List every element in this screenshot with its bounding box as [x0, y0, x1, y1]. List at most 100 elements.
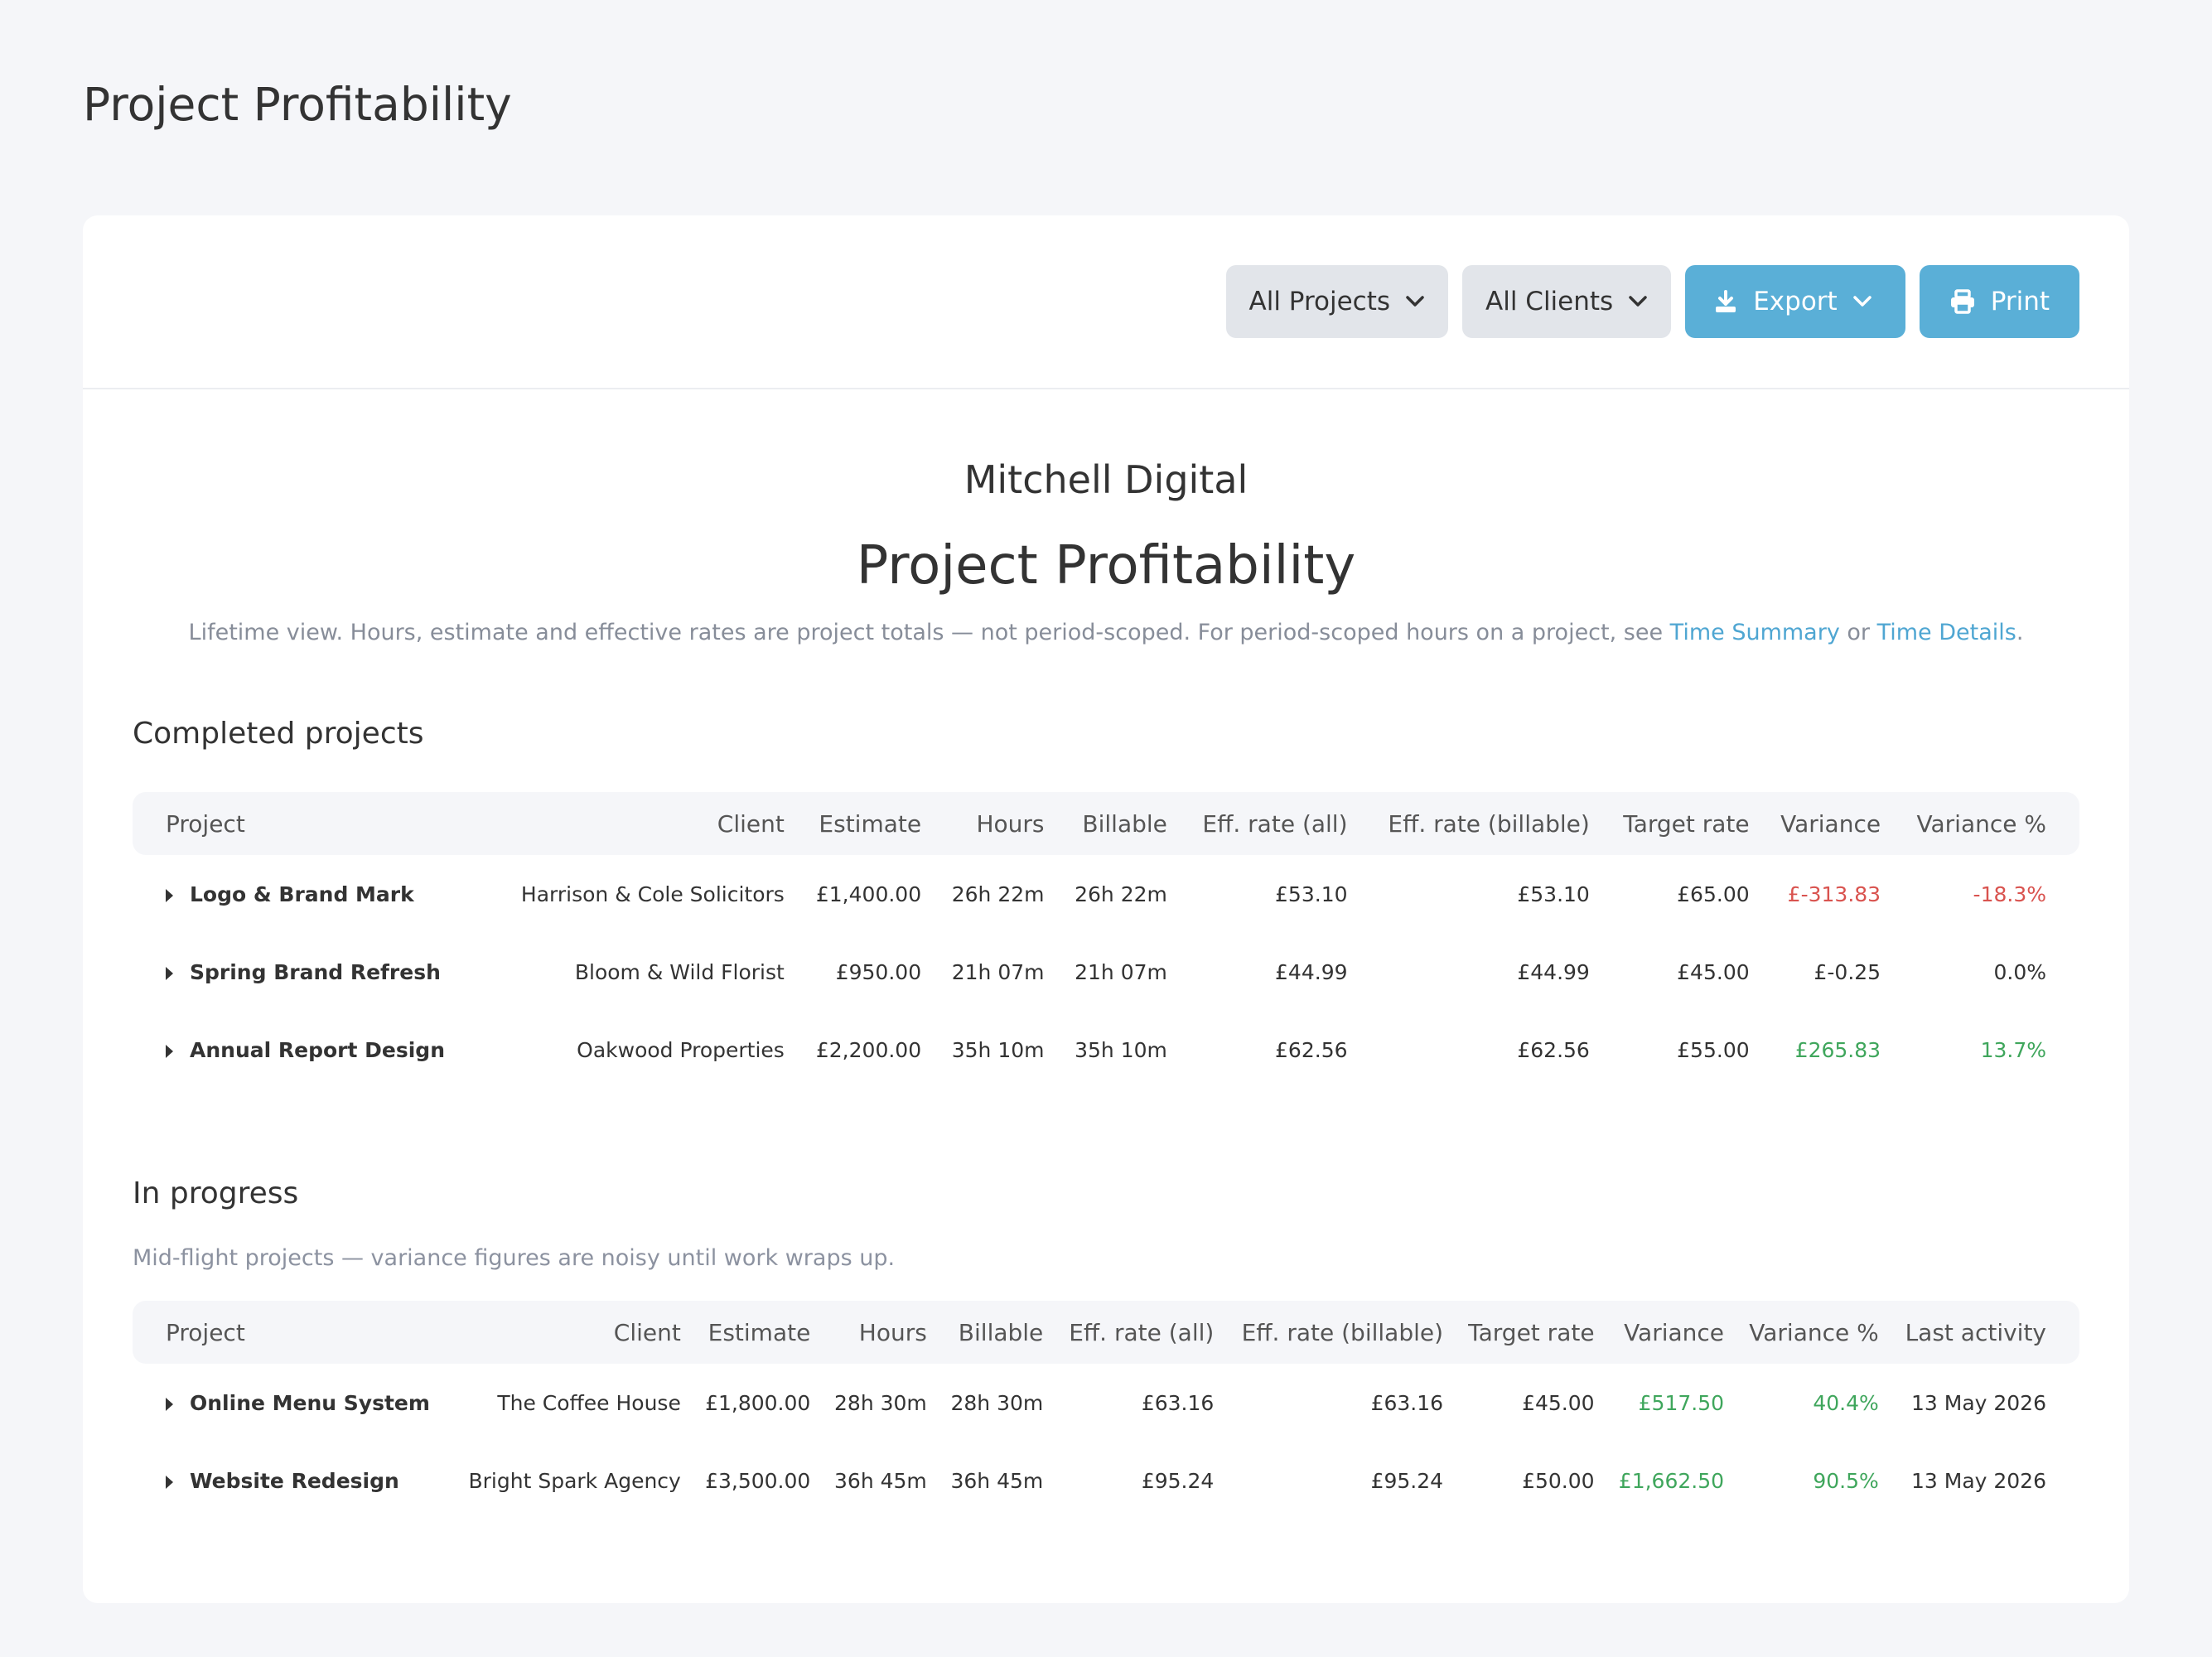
last-activity-value: 13 May 2026: [1910, 1468, 2046, 1493]
project-value: Annual Report Design: [190, 1037, 445, 1062]
time-summary-link[interactable]: Time Summary: [1669, 620, 1840, 645]
estimate-value: £1,400.00: [815, 882, 922, 906]
caret-right-icon[interactable]: [166, 888, 173, 902]
report-header: Mitchell Digital Project Profitability L…: [83, 457, 2129, 645]
variance-value: £-313.83: [1787, 882, 1881, 906]
cell-last-activity: 13 May 2026: [1889, 1442, 2079, 1519]
eff-billable-value: £44.99: [1517, 959, 1590, 984]
chevron-down-icon: [1405, 295, 1425, 308]
cell-hours: 28h 30m: [820, 1364, 936, 1442]
time-details-link[interactable]: Time Details: [1876, 620, 2016, 645]
table-row[interactable]: Website Redesign Bright Spark Agency £3,50…: [133, 1442, 2079, 1519]
cell-estimate: £950.00: [794, 933, 931, 1011]
target-value: £55.00: [1677, 1037, 1750, 1062]
column-header: Project: [133, 792, 485, 855]
eff-all-value: £95.24: [1141, 1468, 1215, 1493]
cell-estimate: £3,500.00: [691, 1442, 820, 1519]
cell-client: Bloom & Wild Florist: [485, 933, 794, 1011]
caret-right-icon[interactable]: [166, 1397, 173, 1411]
cell-hours: 21h 07m: [931, 933, 1054, 1011]
caret-right-icon[interactable]: [166, 966, 173, 980]
cell-eff-all: £44.99: [1177, 933, 1358, 1011]
project-value: Website Redesign: [190, 1468, 399, 1493]
last-activity-value: 13 May 2026: [1910, 1390, 2046, 1415]
column-header: Eff. rate (all): [1053, 1301, 1224, 1364]
eff-all-value: £63.16: [1141, 1390, 1215, 1415]
column-header: Client: [485, 792, 794, 855]
cell-variance-pct: 0.0%: [1891, 933, 2079, 1011]
table-row[interactable]: Annual Report Design Oakwood Properties £2…: [133, 1011, 2079, 1089]
cell-billable: 21h 07m: [1055, 933, 1177, 1011]
billable-value: 26h 22m: [1075, 882, 1167, 906]
cell-project[interactable]: Website Redesign: [133, 1442, 451, 1519]
column-header: Estimate: [794, 792, 932, 855]
column-header: Variance %: [1891, 792, 2079, 855]
cell-eff-billable: £53.10: [1358, 855, 1600, 933]
cell-billable: 35h 10m: [1055, 1011, 1177, 1089]
column-header: Target rate: [1453, 1301, 1605, 1364]
variance-pct-value: 90.5%: [1813, 1468, 1879, 1493]
estimate-value: £1,800.00: [705, 1390, 811, 1415]
export-label: Export: [1753, 287, 1838, 316]
export-button[interactable]: Export: [1685, 265, 1905, 338]
table-row[interactable]: Logo & Brand Mark Harrison & Cole Solicit…: [133, 855, 2079, 933]
column-header: Variance: [1759, 792, 1891, 855]
cell-eff-all: £95.24: [1053, 1442, 1224, 1519]
cell-project[interactable]: Annual Report Design: [133, 1011, 485, 1089]
column-header: Variance: [1604, 1301, 1735, 1364]
column-header: Eff. rate (billable): [1357, 792, 1600, 855]
variance-pct-value: -18.3%: [1973, 882, 2046, 906]
cell-variance: £1,662.50: [1605, 1442, 1734, 1519]
cell-variance: £265.83: [1760, 1011, 1891, 1089]
table-row[interactable]: Online Menu System The Coffee House £1,800…: [133, 1364, 2079, 1442]
completed-table: Project Client Estimate Hours Billable Eff. r…: [133, 792, 2079, 1089]
hours-value: 36h 45m: [834, 1468, 927, 1493]
client-value: Harrison & Cole Solicitors: [520, 882, 785, 906]
company-name: Mitchell Digital: [964, 457, 1248, 502]
billable-value: 28h 30m: [950, 1390, 1044, 1415]
projects-filter-dropdown[interactable]: All Projects: [1225, 265, 1449, 338]
report-note: Lifetime view. Hours, estimate and effec…: [188, 620, 2024, 645]
billable-value: 35h 10m: [1075, 1037, 1167, 1062]
column-header: Client: [450, 1301, 691, 1364]
cell-project[interactable]: Spring Brand Refresh: [133, 933, 485, 1011]
caret-right-icon[interactable]: [166, 1044, 173, 1058]
eff-all-value: £62.56: [1275, 1037, 1348, 1062]
download-icon: [1713, 289, 1738, 314]
hours-value: 35h 10m: [951, 1037, 1045, 1062]
cell-billable: 26h 22m: [1055, 855, 1177, 933]
completed-section: Completed projects Project Client Estimate…: [83, 717, 2129, 1089]
eff-billable-value: £53.10: [1517, 882, 1590, 906]
column-header: Variance %: [1734, 1301, 1889, 1364]
client-value: Bright Spark Agency: [468, 1468, 681, 1493]
eff-all-value: £53.10: [1275, 882, 1348, 906]
print-label: Print: [1990, 287, 2050, 316]
cell-project[interactable]: Online Menu System: [133, 1364, 451, 1442]
cell-eff-billable: £63.16: [1224, 1364, 1453, 1442]
cell-variance-pct: 90.5%: [1734, 1442, 1889, 1519]
cell-client: Harrison & Cole Solicitors: [485, 855, 794, 933]
cell-variance-pct: -18.3%: [1891, 855, 2079, 933]
caret-right-icon[interactable]: [166, 1475, 173, 1489]
cell-variance: £517.50: [1605, 1364, 1734, 1442]
variance-pct-value: 40.4%: [1813, 1390, 1879, 1415]
cell-client: The Coffee House: [451, 1364, 691, 1442]
variance-pct-value: 0.0%: [1993, 959, 2046, 984]
billable-value: 21h 07m: [1075, 959, 1167, 984]
clients-filter-dropdown[interactable]: All Clients: [1462, 265, 1672, 338]
cell-target: £65.00: [1600, 855, 1760, 933]
cell-variance: £-313.83: [1760, 855, 1891, 933]
cell-project[interactable]: Logo & Brand Mark: [133, 855, 485, 933]
target-value: £50.00: [1522, 1468, 1595, 1493]
client-value: Oakwood Properties: [577, 1037, 785, 1062]
cell-target: £50.00: [1453, 1442, 1605, 1519]
print-button[interactable]: Print: [1919, 265, 2079, 338]
cell-variance-pct: 13.7%: [1891, 1011, 2079, 1089]
eff-billable-value: £62.56: [1517, 1037, 1590, 1062]
target-value: £45.00: [1677, 959, 1750, 984]
cell-client: Bright Spark Agency: [451, 1442, 691, 1519]
cell-target: £55.00: [1600, 1011, 1760, 1089]
variance-value: £-0.25: [1814, 959, 1881, 984]
cell-billable: 28h 30m: [937, 1364, 1053, 1442]
table-row[interactable]: Spring Brand Refresh Bloom & Wild Florist…: [133, 933, 2079, 1011]
